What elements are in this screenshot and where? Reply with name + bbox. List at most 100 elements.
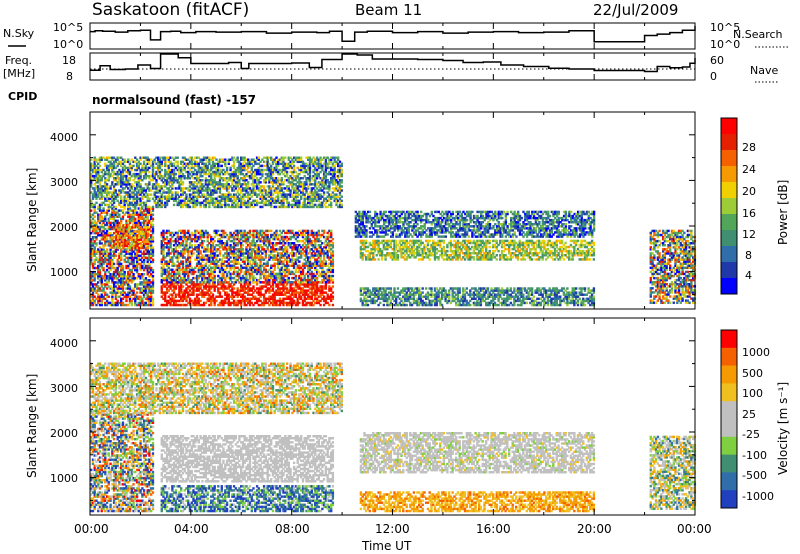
power-cell bbox=[201, 283, 204, 286]
power-cell bbox=[139, 213, 142, 216]
power-cell bbox=[139, 217, 142, 221]
power-cell bbox=[303, 299, 306, 303]
power-cell bbox=[287, 289, 290, 292]
power-cell bbox=[229, 274, 232, 278]
power-cell bbox=[322, 303, 326, 307]
power-cell bbox=[134, 268, 137, 272]
power-cell bbox=[123, 303, 126, 307]
power-cell bbox=[285, 287, 289, 290]
power-cell bbox=[243, 295, 246, 298]
power-cell bbox=[174, 293, 178, 296]
power-cell bbox=[202, 285, 206, 288]
power-cell bbox=[194, 297, 197, 301]
power-cell bbox=[557, 252, 560, 255]
power-cell bbox=[100, 229, 103, 233]
power-cell bbox=[165, 287, 169, 290]
power-cell bbox=[145, 246, 148, 250]
power-cell bbox=[270, 229, 273, 233]
power-cell bbox=[190, 287, 193, 290]
power-cell bbox=[308, 283, 312, 286]
power-cell bbox=[91, 217, 95, 221]
power-cell bbox=[164, 283, 167, 286]
power-cell bbox=[93, 207, 96, 210]
power-cell bbox=[148, 299, 151, 303]
power-cell bbox=[100, 252, 103, 255]
power-cell bbox=[134, 246, 137, 250]
power-cell bbox=[298, 291, 301, 294]
power-cell bbox=[98, 279, 102, 282]
power-cell bbox=[148, 262, 151, 266]
power-cell bbox=[111, 260, 114, 264]
power-cell bbox=[98, 297, 102, 301]
power-cell bbox=[183, 297, 186, 301]
power-cell bbox=[129, 232, 132, 235]
power-cell bbox=[104, 291, 107, 294]
power-cell bbox=[148, 207, 151, 210]
power-cell bbox=[210, 291, 213, 294]
power-cell bbox=[210, 287, 213, 290]
power-cell bbox=[195, 287, 199, 290]
power-cell bbox=[201, 295, 204, 298]
power-cell bbox=[243, 291, 246, 294]
power-cell bbox=[195, 301, 199, 305]
power-cell bbox=[135, 262, 139, 266]
power-cell bbox=[141, 228, 145, 231]
power-cell bbox=[139, 236, 142, 239]
power-cell bbox=[183, 289, 186, 292]
power-cell bbox=[97, 273, 100, 276]
power-cell bbox=[292, 281, 296, 284]
power-cell bbox=[172, 301, 176, 305]
power-cell bbox=[90, 244, 93, 247]
power-cell bbox=[195, 299, 199, 303]
power-cell bbox=[127, 270, 130, 274]
power-cell bbox=[229, 285, 232, 288]
power-cell bbox=[142, 295, 146, 298]
power-cell bbox=[289, 303, 292, 307]
power-cell bbox=[95, 283, 98, 286]
power-cell bbox=[130, 217, 133, 221]
power-cell bbox=[124, 238, 127, 241]
power-cell bbox=[115, 238, 118, 241]
power-cell bbox=[137, 287, 140, 290]
power-cell bbox=[141, 256, 144, 260]
power-cell bbox=[123, 291, 126, 294]
power-cell bbox=[90, 301, 93, 305]
power-cell bbox=[135, 283, 139, 286]
power-cell bbox=[120, 293, 123, 296]
power-cell bbox=[100, 234, 103, 237]
power-cell bbox=[137, 254, 140, 257]
power-cell bbox=[171, 295, 174, 298]
power-cell bbox=[151, 225, 155, 229]
power-cell bbox=[310, 283, 313, 286]
power-cell bbox=[107, 227, 110, 231]
power-cell bbox=[331, 266, 335, 270]
power-cell bbox=[495, 254, 498, 257]
power-cell bbox=[268, 289, 271, 292]
power-cell bbox=[146, 238, 149, 241]
power-cell bbox=[248, 283, 252, 286]
power-cell bbox=[206, 293, 209, 296]
power-cell bbox=[141, 289, 144, 292]
power-cell bbox=[100, 279, 103, 282]
power-cell bbox=[111, 287, 114, 290]
power-cell bbox=[125, 211, 128, 214]
power-cell bbox=[280, 291, 283, 294]
power-cell bbox=[414, 256, 417, 259]
power-cell bbox=[114, 293, 118, 296]
power-cell bbox=[308, 297, 312, 301]
power-cell bbox=[125, 287, 128, 290]
power-cell bbox=[305, 297, 308, 301]
power-cell bbox=[194, 289, 197, 292]
power-cell bbox=[185, 291, 188, 294]
power-cell bbox=[146, 250, 149, 253]
power-cell bbox=[142, 258, 146, 262]
power-cell bbox=[201, 242, 204, 245]
power-cell bbox=[206, 231, 209, 235]
power-cell bbox=[132, 291, 135, 294]
power-cell bbox=[111, 240, 114, 243]
power-cell bbox=[217, 283, 220, 286]
power-cell bbox=[178, 299, 181, 303]
power-cell bbox=[142, 254, 146, 257]
power-cell bbox=[98, 225, 102, 229]
power-cell bbox=[298, 283, 301, 286]
